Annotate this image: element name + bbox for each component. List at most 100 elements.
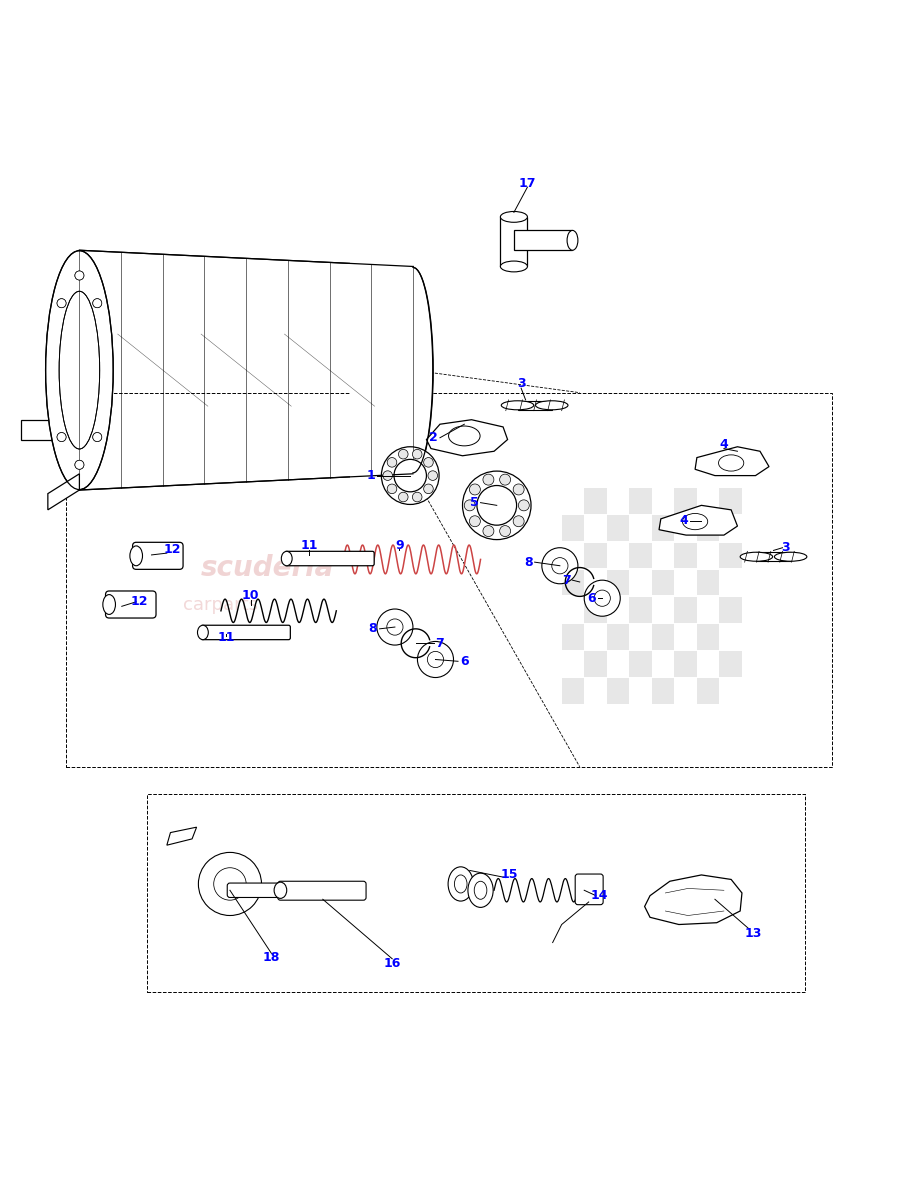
Text: 4: 4 <box>679 514 688 527</box>
Bar <box>514 230 572 251</box>
Bar <box>719 650 742 677</box>
Bar <box>697 624 719 649</box>
Polygon shape <box>426 420 508 456</box>
Ellipse shape <box>274 882 287 899</box>
Ellipse shape <box>102 594 115 614</box>
Text: 8: 8 <box>368 623 376 635</box>
Ellipse shape <box>501 211 527 222</box>
Bar <box>697 678 719 703</box>
Ellipse shape <box>718 455 744 472</box>
Circle shape <box>413 449 422 458</box>
Bar <box>607 570 629 595</box>
Text: 12: 12 <box>131 595 149 608</box>
Polygon shape <box>659 505 737 535</box>
Circle shape <box>427 652 444 667</box>
Circle shape <box>57 432 66 442</box>
Circle shape <box>387 484 396 493</box>
Ellipse shape <box>468 874 493 907</box>
Bar <box>607 678 629 703</box>
Circle shape <box>424 457 434 467</box>
Ellipse shape <box>393 268 434 473</box>
Circle shape <box>377 610 413 646</box>
Circle shape <box>199 852 261 916</box>
Ellipse shape <box>474 881 487 899</box>
Text: 15: 15 <box>501 868 518 881</box>
Bar <box>719 596 742 623</box>
Text: 14: 14 <box>590 889 609 902</box>
Text: 4: 4 <box>719 438 728 451</box>
Circle shape <box>398 492 408 502</box>
Circle shape <box>551 558 568 574</box>
Text: 5: 5 <box>470 496 479 509</box>
Circle shape <box>93 299 102 307</box>
Text: 1: 1 <box>366 469 375 482</box>
Circle shape <box>383 470 393 480</box>
Text: 11: 11 <box>218 631 235 644</box>
Bar <box>629 542 652 569</box>
FancyBboxPatch shape <box>285 551 375 565</box>
Polygon shape <box>48 474 80 510</box>
Circle shape <box>387 457 396 467</box>
Text: 6: 6 <box>587 592 596 605</box>
Text: scuderia: scuderia <box>201 554 335 582</box>
Polygon shape <box>167 827 197 845</box>
Ellipse shape <box>740 552 773 562</box>
Circle shape <box>483 526 494 536</box>
Ellipse shape <box>501 262 527 272</box>
Bar <box>629 596 652 623</box>
Circle shape <box>477 486 517 526</box>
Circle shape <box>500 474 511 485</box>
Bar <box>607 624 629 649</box>
FancyBboxPatch shape <box>105 590 156 618</box>
Ellipse shape <box>502 401 533 409</box>
Circle shape <box>424 484 434 493</box>
Circle shape <box>75 461 84 469</box>
Bar <box>505 230 527 253</box>
Text: 13: 13 <box>744 928 762 940</box>
Circle shape <box>93 432 102 442</box>
Text: 12: 12 <box>163 544 181 556</box>
Bar <box>652 624 674 649</box>
Circle shape <box>518 500 530 511</box>
FancyBboxPatch shape <box>132 542 183 569</box>
Text: 3: 3 <box>781 541 790 554</box>
Bar <box>607 516 629 541</box>
Bar <box>561 678 584 703</box>
Text: 2: 2 <box>429 431 438 444</box>
Ellipse shape <box>130 546 142 565</box>
Circle shape <box>513 516 524 527</box>
Polygon shape <box>21 420 57 439</box>
Bar <box>629 650 652 677</box>
Bar <box>756 552 791 562</box>
Text: 17: 17 <box>519 178 536 190</box>
FancyBboxPatch shape <box>201 625 290 640</box>
Ellipse shape <box>567 230 578 251</box>
Circle shape <box>214 868 246 900</box>
Ellipse shape <box>775 552 807 562</box>
Circle shape <box>57 432 66 442</box>
Bar <box>674 542 697 569</box>
Polygon shape <box>645 875 742 924</box>
Circle shape <box>541 547 578 583</box>
Bar <box>518 401 551 409</box>
Ellipse shape <box>449 426 480 446</box>
Text: 18: 18 <box>263 952 280 965</box>
Circle shape <box>470 484 481 494</box>
Circle shape <box>381 446 439 504</box>
Circle shape <box>75 271 84 280</box>
Bar <box>697 570 719 595</box>
Text: carparts: carparts <box>183 595 258 613</box>
Bar <box>719 488 742 515</box>
Circle shape <box>513 484 524 494</box>
Text: 3: 3 <box>517 377 525 390</box>
Bar <box>652 570 674 595</box>
Circle shape <box>398 449 408 458</box>
Bar <box>697 516 719 541</box>
Bar <box>652 516 674 541</box>
Bar <box>719 542 742 569</box>
Circle shape <box>463 472 531 540</box>
Circle shape <box>394 460 426 492</box>
Ellipse shape <box>682 514 707 529</box>
Text: 10: 10 <box>242 589 259 602</box>
Circle shape <box>500 526 511 536</box>
